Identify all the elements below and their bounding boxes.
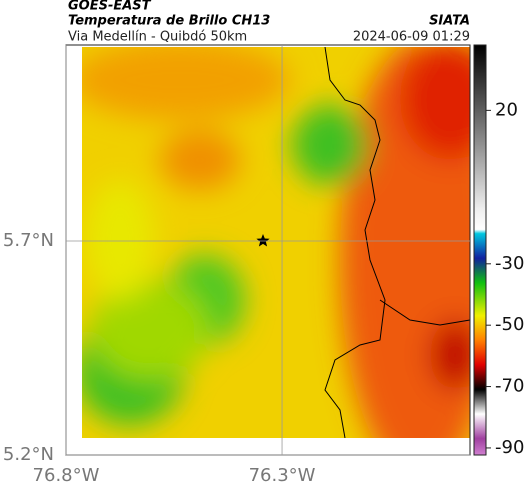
colorbar-tick-label: -70 <box>495 376 524 397</box>
location-marker <box>256 234 270 247</box>
colorbar-tick-label: -50 <box>495 314 524 335</box>
colorbar-tick-label: -90 <box>495 437 524 458</box>
y-tick-label: 5.2°N <box>3 444 54 465</box>
subtitle: Temperatura de Brillo CH13 <box>68 14 270 29</box>
temperature-field <box>82 47 470 438</box>
route: Via Medellín - Quibdó 50km <box>68 30 247 45</box>
colorbar <box>473 44 487 456</box>
y-tick-label: 5.7°N <box>3 230 54 251</box>
datetime: 2024-06-09 01:29 <box>353 30 470 45</box>
colorbar-tick-label: -30 <box>495 253 524 274</box>
source: SIATA <box>429 14 470 29</box>
title: GOES-EAST <box>68 0 152 14</box>
colorbar-tick-label: 20 <box>495 99 518 120</box>
x-tick-label: 76.8°W <box>33 465 100 486</box>
x-tick-label: 76.3°W <box>249 465 316 486</box>
